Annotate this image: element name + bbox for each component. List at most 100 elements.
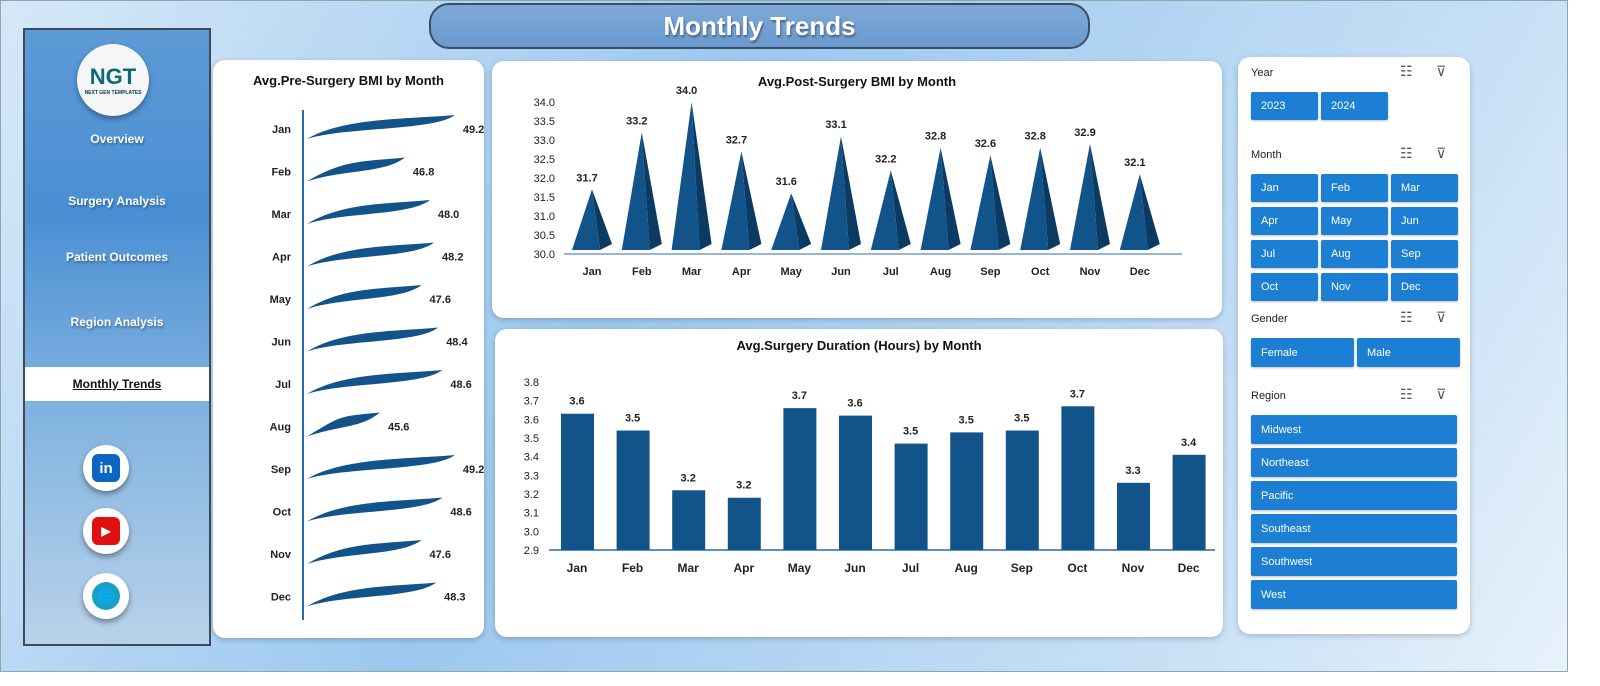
region-slicer-item[interactable]: West xyxy=(1251,580,1457,609)
data-label: 32.8 xyxy=(1024,131,1045,143)
month-slicer-item[interactable]: Apr xyxy=(1251,207,1318,235)
data-label: 3.5 xyxy=(1014,413,1029,425)
website-button[interactable]: 🌐 xyxy=(83,573,129,619)
multi-select-icon[interactable]: ☷ xyxy=(1400,309,1413,325)
x-tick: Jul xyxy=(883,266,899,278)
month-label: Jul xyxy=(275,379,291,391)
bar xyxy=(783,408,817,550)
pyramid-side xyxy=(741,151,762,250)
x-tick: Jul xyxy=(902,561,919,575)
gender-slicer-item[interactable]: Male xyxy=(1357,338,1460,367)
data-label: 48.6 xyxy=(450,379,471,391)
y-tick: 3.7 xyxy=(524,396,539,408)
year-slicer-item[interactable]: 2023 xyxy=(1251,92,1318,120)
youtube-button[interactable]: ▶ xyxy=(83,508,129,554)
region-slicer-item[interactable]: Southwest xyxy=(1251,547,1457,576)
month-slicer-item[interactable]: Aug xyxy=(1321,240,1388,268)
dashboard: NGT NEXT GEN TEMPLATES Overview Surgery A… xyxy=(0,0,1568,672)
clear-filter-icon[interactable]: ⊽ xyxy=(1436,63,1447,79)
clear-filter-icon[interactable]: ⊽ xyxy=(1436,145,1447,161)
bar xyxy=(307,242,435,267)
x-tick: Nov xyxy=(1080,266,1102,278)
month-slicer-item[interactable]: Jun xyxy=(1391,207,1458,235)
x-tick: Jun xyxy=(844,561,865,575)
bar xyxy=(1061,406,1095,550)
region-slicer-item[interactable]: Southeast xyxy=(1251,514,1457,543)
y-tick: 3.0 xyxy=(524,526,539,538)
region-slicer-item[interactable]: Midwest xyxy=(1251,415,1457,444)
data-label: 48.4 xyxy=(446,337,468,349)
month-label: Aug xyxy=(270,422,291,434)
clear-filter-icon[interactable]: ⊽ xyxy=(1436,386,1447,402)
data-label: 32.9 xyxy=(1074,127,1095,139)
month-slicer-item[interactable]: Jul xyxy=(1251,240,1318,268)
pyramid-side xyxy=(890,170,911,250)
x-tick: Apr xyxy=(732,266,752,278)
month-slicer-item[interactable]: Feb xyxy=(1321,174,1388,202)
bar xyxy=(307,327,439,352)
pyramid-bar xyxy=(671,102,700,250)
month-label: Apr xyxy=(272,252,292,264)
pyramid-bar xyxy=(771,193,800,250)
data-label: 3.6 xyxy=(847,398,862,410)
year-slicer-item[interactable]: 2024 xyxy=(1321,92,1388,120)
x-tick: May xyxy=(788,561,812,575)
page-title: Monthly Trends xyxy=(429,3,1090,49)
month-slicer-item[interactable]: Oct xyxy=(1251,273,1318,301)
data-label: 48.3 xyxy=(444,592,465,604)
data-label: 3.3 xyxy=(1125,465,1140,477)
y-tick: 32.0 xyxy=(534,173,555,185)
nav-overview[interactable]: Overview xyxy=(90,132,144,146)
x-tick: Mar xyxy=(678,561,700,575)
clear-filter-icon[interactable]: ⊽ xyxy=(1436,309,1447,325)
month-slicer-item[interactable]: Dec xyxy=(1391,273,1458,301)
pyramid-side xyxy=(1090,143,1110,250)
globe-icon: 🌐 xyxy=(92,582,120,610)
data-label: 34.0 xyxy=(676,85,697,97)
pyramid-bar xyxy=(621,132,650,250)
nav-monthly-trends[interactable]: Monthly Trends xyxy=(25,367,209,401)
y-tick: 34.0 xyxy=(534,97,555,109)
month-label: Jan xyxy=(272,124,291,136)
multi-select-icon[interactable]: ☷ xyxy=(1400,63,1413,79)
month-slicer-item[interactable]: Nov xyxy=(1321,273,1388,301)
nav-patient-outcomes[interactable]: Patient Outcomes xyxy=(65,250,169,264)
x-tick: Sep xyxy=(980,266,1000,278)
multi-select-icon[interactable]: ☷ xyxy=(1400,145,1413,161)
month-label: Feb xyxy=(271,167,291,179)
x-tick: Mar xyxy=(682,266,702,278)
data-label: 31.7 xyxy=(576,172,597,184)
slicer-panel: Year ☷ ⊽ 2023 2024 Month ☷ ⊽ Jan Feb Mar Apr May Jun J… xyxy=(1238,57,1470,634)
nav-surgery-analysis[interactable]: Surgery Analysis xyxy=(68,194,166,208)
month-slicer-item[interactable]: May xyxy=(1321,207,1388,235)
data-label: 32.2 xyxy=(875,153,896,165)
y-tick: 33.5 xyxy=(534,116,555,128)
y-tick: 31.0 xyxy=(534,211,555,223)
region-slicer-item[interactable]: Pacific xyxy=(1251,481,1457,510)
x-tick: Sep xyxy=(1011,561,1033,575)
year-slicer-label: Year xyxy=(1251,67,1274,79)
x-tick: Aug xyxy=(930,266,951,278)
multi-select-icon[interactable]: ☷ xyxy=(1400,386,1413,402)
post-bmi-chart: 30.0 30.5 31.0 31.5 32.0 32.5 33.0 33.5 34.0 31.7… xyxy=(534,85,1182,278)
month-slicer-item[interactable]: Mar xyxy=(1391,174,1458,202)
gender-slicer-item[interactable]: Female xyxy=(1251,338,1354,367)
duration-chart: 2.9 3.0 3.1 3.2 3.3 3.4 3.5 3.6 3.7 3.8 3.6 Jan 3.5 F… xyxy=(524,377,1215,575)
youtube-icon: ▶ xyxy=(92,517,120,545)
bar xyxy=(1005,430,1039,550)
pre-bmi-chart: Jan 49.2 Feb 46.8 Mar 48.0 Apr 48.2 May 47.6 Jun 48… xyxy=(270,110,484,620)
month-slicer-item[interactable]: Sep xyxy=(1391,240,1458,268)
pyramid-side xyxy=(940,147,961,250)
pyramid-side xyxy=(592,189,612,250)
region-slicer-item[interactable]: Northeast xyxy=(1251,448,1457,477)
data-label: 3.2 xyxy=(681,472,696,484)
month-slicer-item[interactable]: Jan xyxy=(1251,174,1318,202)
bar xyxy=(950,432,984,550)
data-label: 3.5 xyxy=(903,426,918,438)
data-label: 49.2 xyxy=(463,464,484,476)
nav-region-analysis[interactable]: Region Analysis xyxy=(70,315,164,329)
y-tick: 30.0 xyxy=(534,249,555,261)
data-label: 48.2 xyxy=(442,252,463,264)
x-tick: Nov xyxy=(1122,561,1145,575)
linkedin-button[interactable]: in xyxy=(83,445,129,491)
